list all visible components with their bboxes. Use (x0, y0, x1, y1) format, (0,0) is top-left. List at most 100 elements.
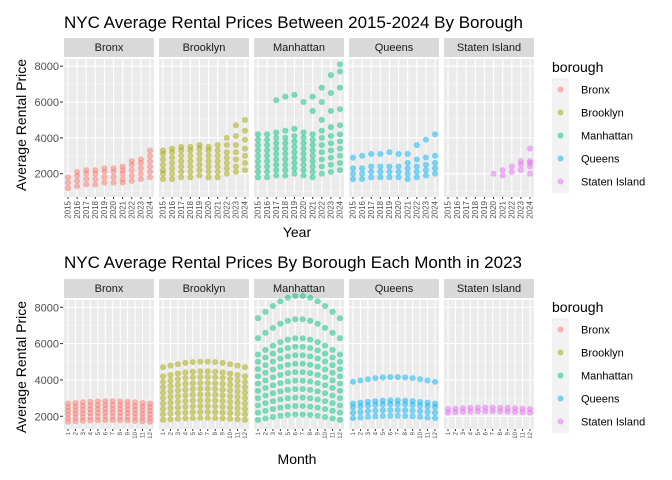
data-point-manhattan (307, 345, 314, 351)
x-tick-label: 6 (388, 431, 394, 435)
data-point-manhattan (264, 142, 271, 148)
x-tick-label: 2023 (517, 200, 526, 218)
data-point-queens (379, 397, 386, 404)
data-point-manhattan (292, 343, 299, 350)
data-point-brooklyn (223, 142, 230, 148)
facet-strip-label: Staten Island (457, 42, 521, 54)
data-point-brooklyn (242, 395, 248, 402)
data-point-bronx (65, 400, 71, 407)
data-point-brooklyn (227, 410, 234, 417)
data-point-brooklyn (160, 156, 166, 163)
panel-background (349, 300, 439, 429)
data-point-brooklyn (212, 386, 219, 392)
facet-strip-label: Queens (375, 283, 414, 295)
data-point-queens (377, 163, 384, 170)
data-point-bronx (147, 147, 153, 154)
data-point-brooklyn (204, 374, 211, 381)
data-point-brooklyn (196, 167, 203, 174)
data-point-brooklyn (174, 370, 181, 377)
x-tick-label: 1 (66, 431, 72, 435)
data-point-brooklyn (197, 391, 204, 398)
data-point-queens (368, 174, 375, 181)
facet-strip (254, 279, 344, 298)
data-point-manhattan (282, 161, 289, 168)
data-point-brooklyn (212, 397, 219, 404)
data-point-manhattan (337, 68, 343, 75)
data-point-queens (350, 154, 356, 161)
x-tick-label: 2021 (308, 200, 317, 218)
data-point-manhattan (314, 380, 321, 387)
data-point-manhattan (255, 409, 261, 416)
data-point-queens (413, 168, 420, 175)
data-point-brooklyn (174, 381, 181, 388)
data-point-brooklyn (242, 400, 248, 407)
data-point-queens (432, 159, 438, 166)
data-point-manhattan (255, 380, 261, 387)
data-point-queens (386, 174, 393, 181)
x-tick-label: 2015 (349, 200, 358, 218)
data-point-brooklyn (197, 368, 204, 375)
x-tick-label: 2021 (213, 200, 222, 218)
data-point-manhattan (255, 163, 261, 170)
chart-title: NYC Average Rental Prices By Borough Eac… (64, 253, 522, 272)
data-point-manhattan (291, 143, 298, 150)
data-point-queens (372, 398, 379, 405)
data-point-manhattan (300, 156, 307, 163)
legend-key-bronx (557, 86, 564, 93)
data-point-brooklyn (234, 416, 241, 423)
data-point-staten-island (517, 158, 524, 165)
data-point-brooklyn (160, 364, 166, 371)
data-point-manhattan (264, 152, 271, 159)
data-point-queens (395, 163, 402, 170)
data-point-queens (432, 170, 438, 177)
x-tick-label: 2016 (358, 200, 367, 218)
data-point-manhattan (255, 387, 261, 394)
data-point-queens (409, 375, 416, 382)
data-point-brooklyn (242, 116, 248, 123)
data-point-brooklyn (234, 410, 241, 417)
data-point-queens (432, 165, 438, 172)
data-point-brooklyn (167, 371, 174, 378)
facet-strip (444, 279, 534, 298)
data-point-manhattan (337, 351, 343, 358)
legend-label: Manhattan (581, 131, 633, 143)
x-tick-label: 12 (433, 431, 439, 438)
data-point-manhattan (277, 298, 284, 305)
data-point-brooklyn (182, 415, 189, 422)
data-point-queens (417, 413, 424, 420)
data-point-manhattan (255, 142, 261, 148)
data-point-manhattan (269, 342, 276, 349)
data-point-brooklyn (204, 368, 211, 375)
x-tick-label: 2020 (394, 200, 403, 218)
data-point-bronx (74, 168, 81, 175)
data-point-brooklyn (189, 374, 196, 381)
data-point-manhattan (309, 93, 316, 100)
x-tick-label: 3 (366, 431, 372, 435)
x-tick-label: 4 (183, 431, 189, 435)
data-point-queens (357, 414, 364, 421)
data-point-manhattan (322, 366, 329, 373)
data-point-queens (409, 398, 416, 405)
data-point-manhattan (322, 398, 329, 405)
data-point-manhattan (314, 320, 321, 327)
data-point-manhattan (255, 147, 261, 154)
x-tick-label: 1 (351, 431, 357, 435)
data-point-staten-island (527, 158, 533, 165)
legend: borough Bronx Brooklyn Manhattan Queens Stat… (552, 299, 645, 433)
data-point-manhattan (273, 129, 280, 136)
data-point-bronx (74, 183, 81, 190)
data-point-brooklyn (189, 397, 196, 404)
data-point-manhattan (255, 315, 261, 322)
data-point-staten-island (527, 406, 533, 412)
data-point-staten-island (497, 404, 504, 411)
data-point-bronx (147, 163, 153, 170)
data-point-queens (395, 174, 402, 181)
x-tick-label: 2019 (100, 200, 109, 218)
data-point-manhattan (291, 159, 298, 166)
data-point-queens (372, 407, 379, 414)
facet-strip (349, 279, 439, 298)
data-point-manhattan (255, 402, 261, 409)
data-point-brooklyn (227, 376, 234, 383)
